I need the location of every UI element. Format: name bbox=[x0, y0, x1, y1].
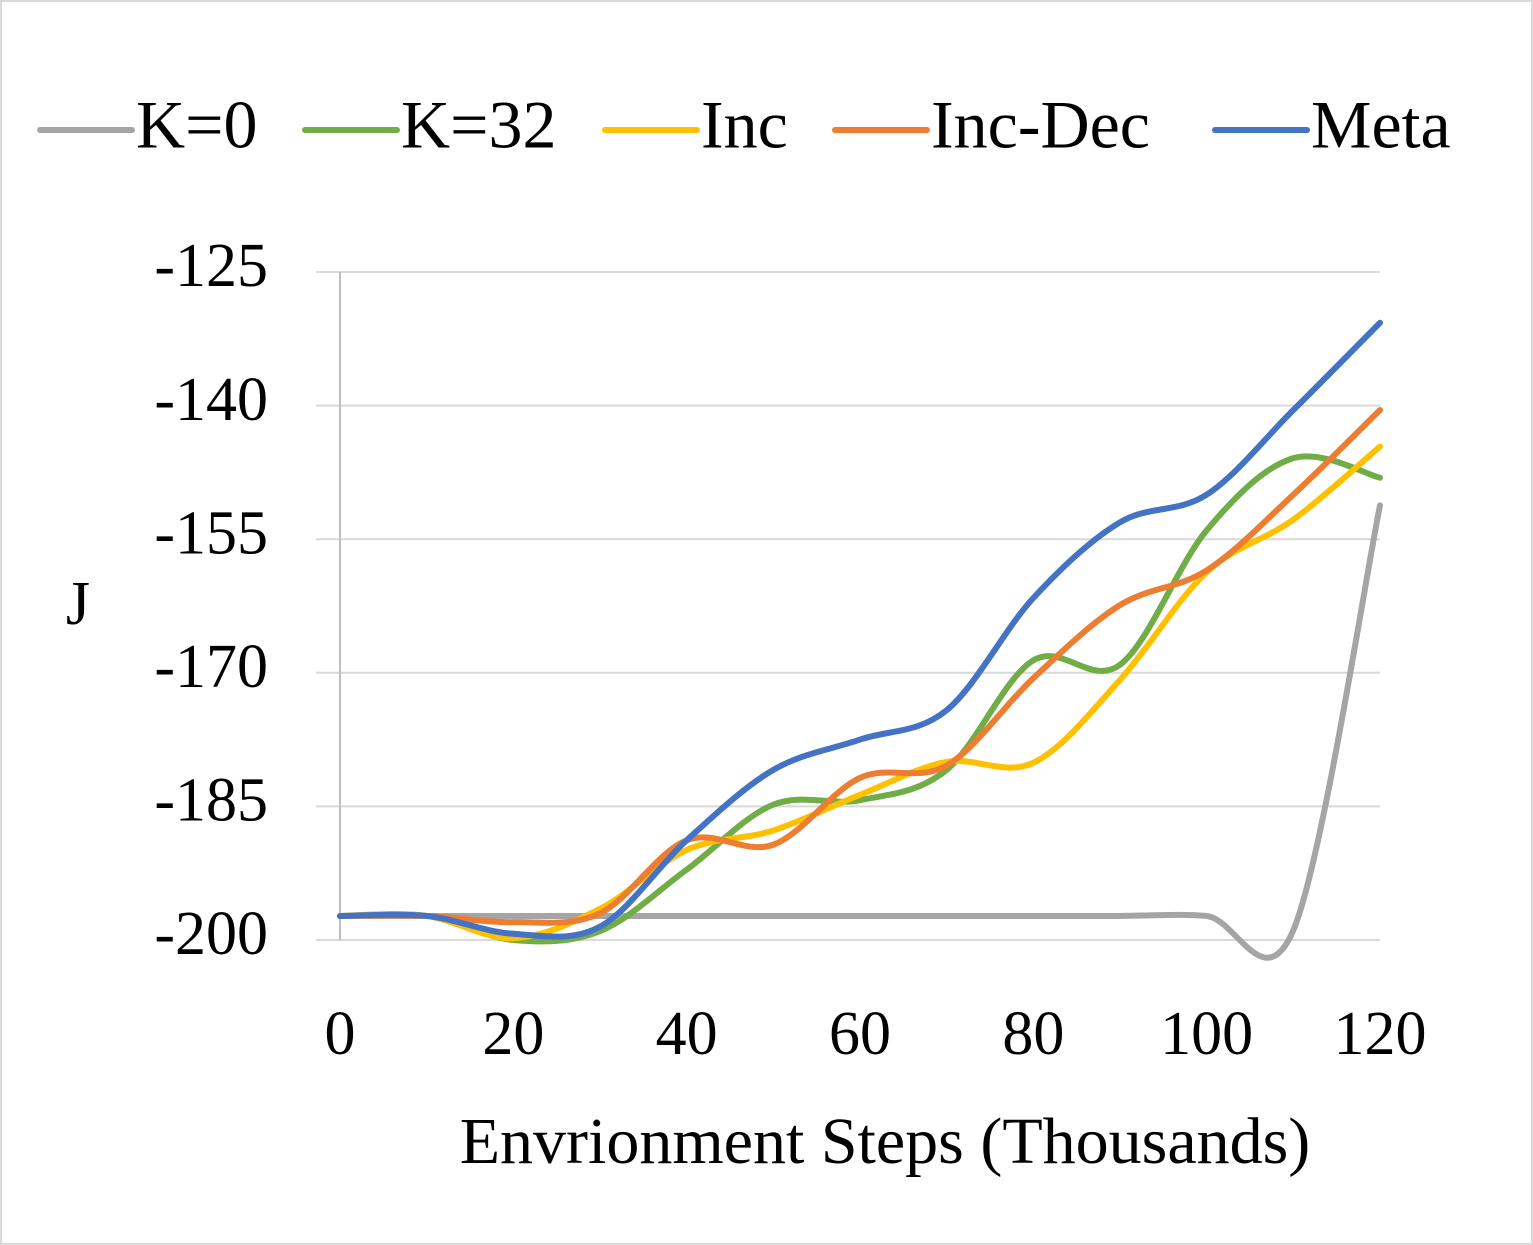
y-tick-label: -125 bbox=[154, 232, 268, 300]
legend-label: Inc-Dec bbox=[931, 87, 1150, 163]
legend-label: K=32 bbox=[401, 87, 556, 163]
x-tick-label: 60 bbox=[829, 1000, 891, 1068]
y-tick-label: -185 bbox=[154, 767, 268, 835]
line-series bbox=[337, 319, 1383, 940]
line-series bbox=[337, 502, 1383, 961]
x-tick-label: 120 bbox=[1334, 1000, 1427, 1068]
y-tick-label: -140 bbox=[154, 366, 268, 434]
y-tick-label: -155 bbox=[154, 499, 268, 567]
y-axis-label: J bbox=[66, 570, 90, 638]
x-axis-label: Envrionment Steps (Thousands) bbox=[460, 1105, 1311, 1178]
x-tick-label: 0 bbox=[325, 1000, 356, 1068]
y-tick-label: -200 bbox=[154, 900, 268, 968]
legend-label: K=0 bbox=[136, 87, 257, 163]
x-tick-label: 80 bbox=[1002, 1000, 1064, 1068]
legend-label: Meta bbox=[1311, 87, 1451, 163]
x-tick-label: 40 bbox=[656, 1000, 718, 1068]
y-tick-label: -170 bbox=[154, 633, 268, 701]
line-series bbox=[337, 407, 1383, 926]
legend-label: Inc bbox=[701, 87, 788, 163]
x-tick-label: 100 bbox=[1160, 1000, 1253, 1068]
x-tick-label: 20 bbox=[482, 1000, 544, 1068]
